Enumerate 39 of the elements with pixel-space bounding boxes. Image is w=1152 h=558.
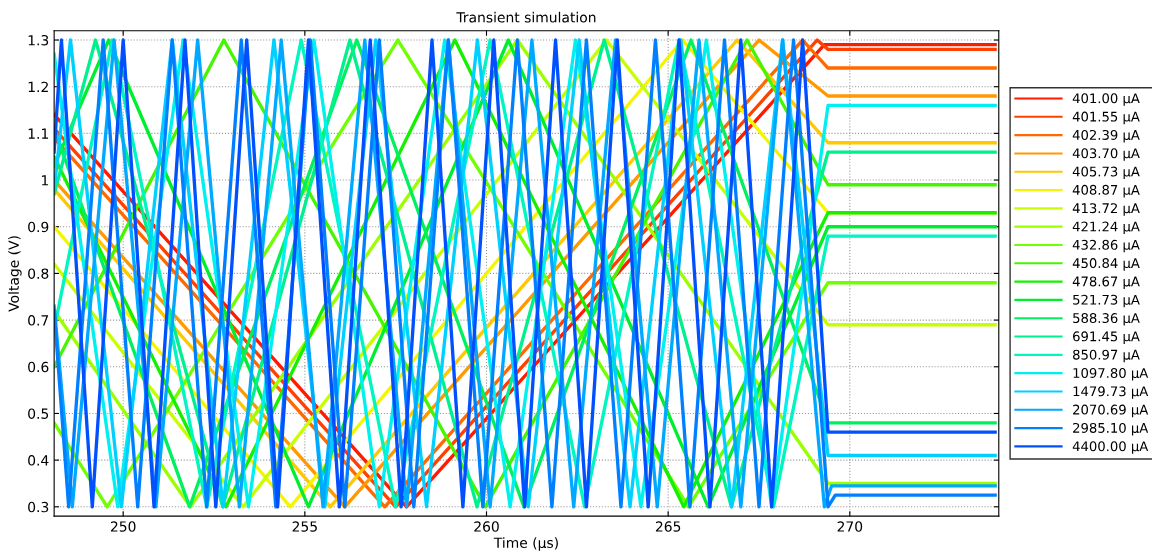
- y-tick-label: 0.7: [28, 315, 49, 326]
- legend-label: 1479.73 µA: [1073, 386, 1149, 399]
- y-tick-label: 0.9: [28, 221, 49, 233]
- legend-label: 521.73 µA: [1073, 294, 1140, 308]
- legend-label: 450.84 µA: [1072, 258, 1140, 271]
- x-tick-label: 250: [110, 521, 136, 532]
- legend-label: 1097.80 µA: [1073, 367, 1149, 381]
- y-tick-label: 1.1: [28, 128, 48, 139]
- y-axis-title: Voltage (V): [8, 236, 22, 312]
- legend-label: 2070.69 µA: [1073, 404, 1149, 418]
- legend-label: 405.73 µA: [1072, 166, 1140, 180]
- x-tick-label: 265: [655, 521, 681, 532]
- y-tick-label: 1.2: [28, 81, 48, 92]
- legend-label: 478.67 µA: [1072, 276, 1140, 289]
- legend-label: 402.39 µA: [1072, 129, 1140, 143]
- legend-label: 432.86 µA: [1072, 239, 1140, 253]
- legend-label: 850.97 µA: [1073, 349, 1140, 363]
- x-tick-label: 260: [474, 521, 499, 532]
- legend-label: 421.24 µA: [1072, 221, 1140, 235]
- legend-label: 401.55 µA: [1072, 111, 1140, 125]
- legend-label: 413.72 µA: [1072, 203, 1140, 216]
- y-tick-label: 0.4: [28, 455, 49, 466]
- y-tick-label: 0.5: [28, 408, 49, 419]
- y-tick-label: 1.3: [28, 34, 49, 46]
- legend-label: 691.45 µA: [1073, 331, 1140, 344]
- x-tick-label: 255: [292, 521, 317, 532]
- y-tick-label: 0.6: [28, 361, 49, 373]
- legend-label: 588.36 µA: [1073, 313, 1140, 326]
- y-tick-label: 1: [41, 175, 48, 186]
- y-tick-label: 0.8: [28, 268, 49, 279]
- x-axis-title: Time (µs): [493, 537, 558, 551]
- y-tick-label: 0.3: [28, 501, 49, 513]
- legend-label: 403.70 µA: [1072, 148, 1140, 161]
- legend-label: 408.87 µA: [1072, 184, 1140, 198]
- legend-label: 2985.10 µA: [1073, 422, 1149, 436]
- legend-label: 4400.00 µA: [1072, 441, 1149, 454]
- x-tick-label: 270: [837, 521, 863, 532]
- chart-title: Transient simulation: [456, 11, 596, 23]
- legend-label: 401.00 µA: [1072, 93, 1140, 106]
